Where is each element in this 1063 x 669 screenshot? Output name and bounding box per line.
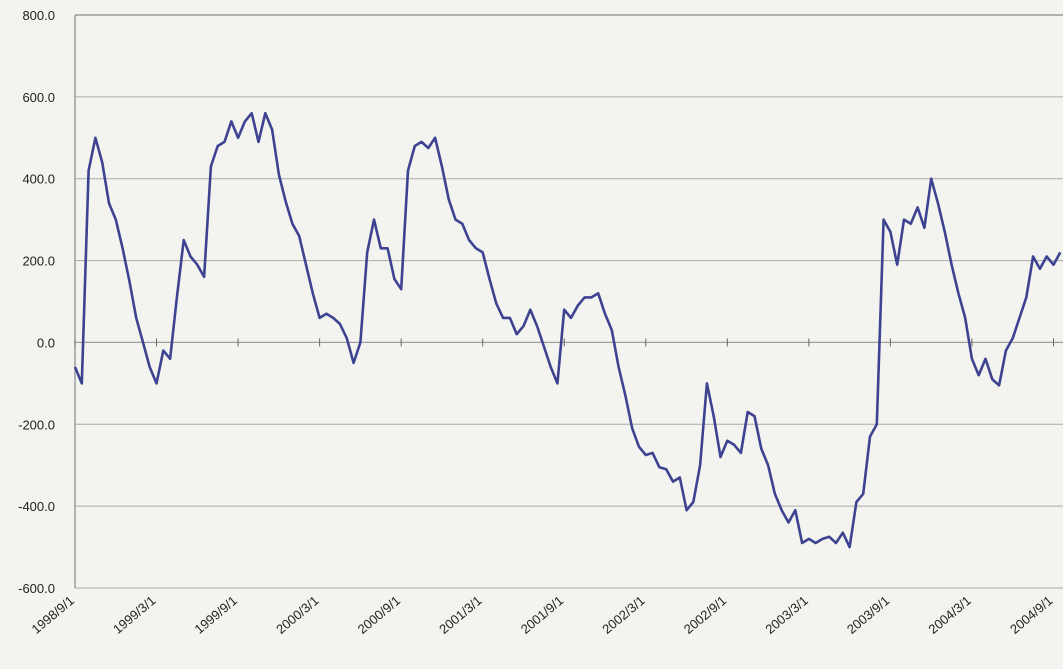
y-tick-label: -400.0 — [18, 499, 55, 514]
y-tick-label: -600.0 — [18, 581, 55, 596]
y-tick-label: 600.0 — [22, 90, 55, 105]
x-tick-label: 2000/9/1 — [355, 593, 403, 637]
y-tick-label: 0.0 — [37, 335, 55, 350]
x-tick-label: 2004/3/1 — [925, 593, 973, 637]
y-tick-label: 200.0 — [22, 254, 55, 269]
x-tick-label: 2000/3/1 — [273, 593, 321, 637]
x-tick-label: 2002/3/1 — [599, 593, 647, 637]
y-tick-label: 800.0 — [22, 8, 55, 23]
x-tick-label: 1998/9/1 — [29, 593, 77, 637]
x-tick-label: 2001/9/1 — [518, 593, 566, 637]
x-tick-label: 2001/3/1 — [436, 593, 484, 637]
x-tick-label: 2002/9/1 — [681, 593, 729, 637]
y-tick-label: -200.0 — [18, 417, 55, 432]
x-tick-label: 1999/3/1 — [110, 593, 158, 637]
y-tick-label: 400.0 — [22, 172, 55, 187]
x-tick-label: 2004/9/1 — [1007, 593, 1055, 637]
x-tick-label: 2003/3/1 — [762, 593, 810, 637]
x-tick-label: 2003/9/1 — [844, 593, 892, 637]
data-line — [73, 111, 1062, 549]
x-tick-label: 1999/9/1 — [192, 593, 240, 637]
